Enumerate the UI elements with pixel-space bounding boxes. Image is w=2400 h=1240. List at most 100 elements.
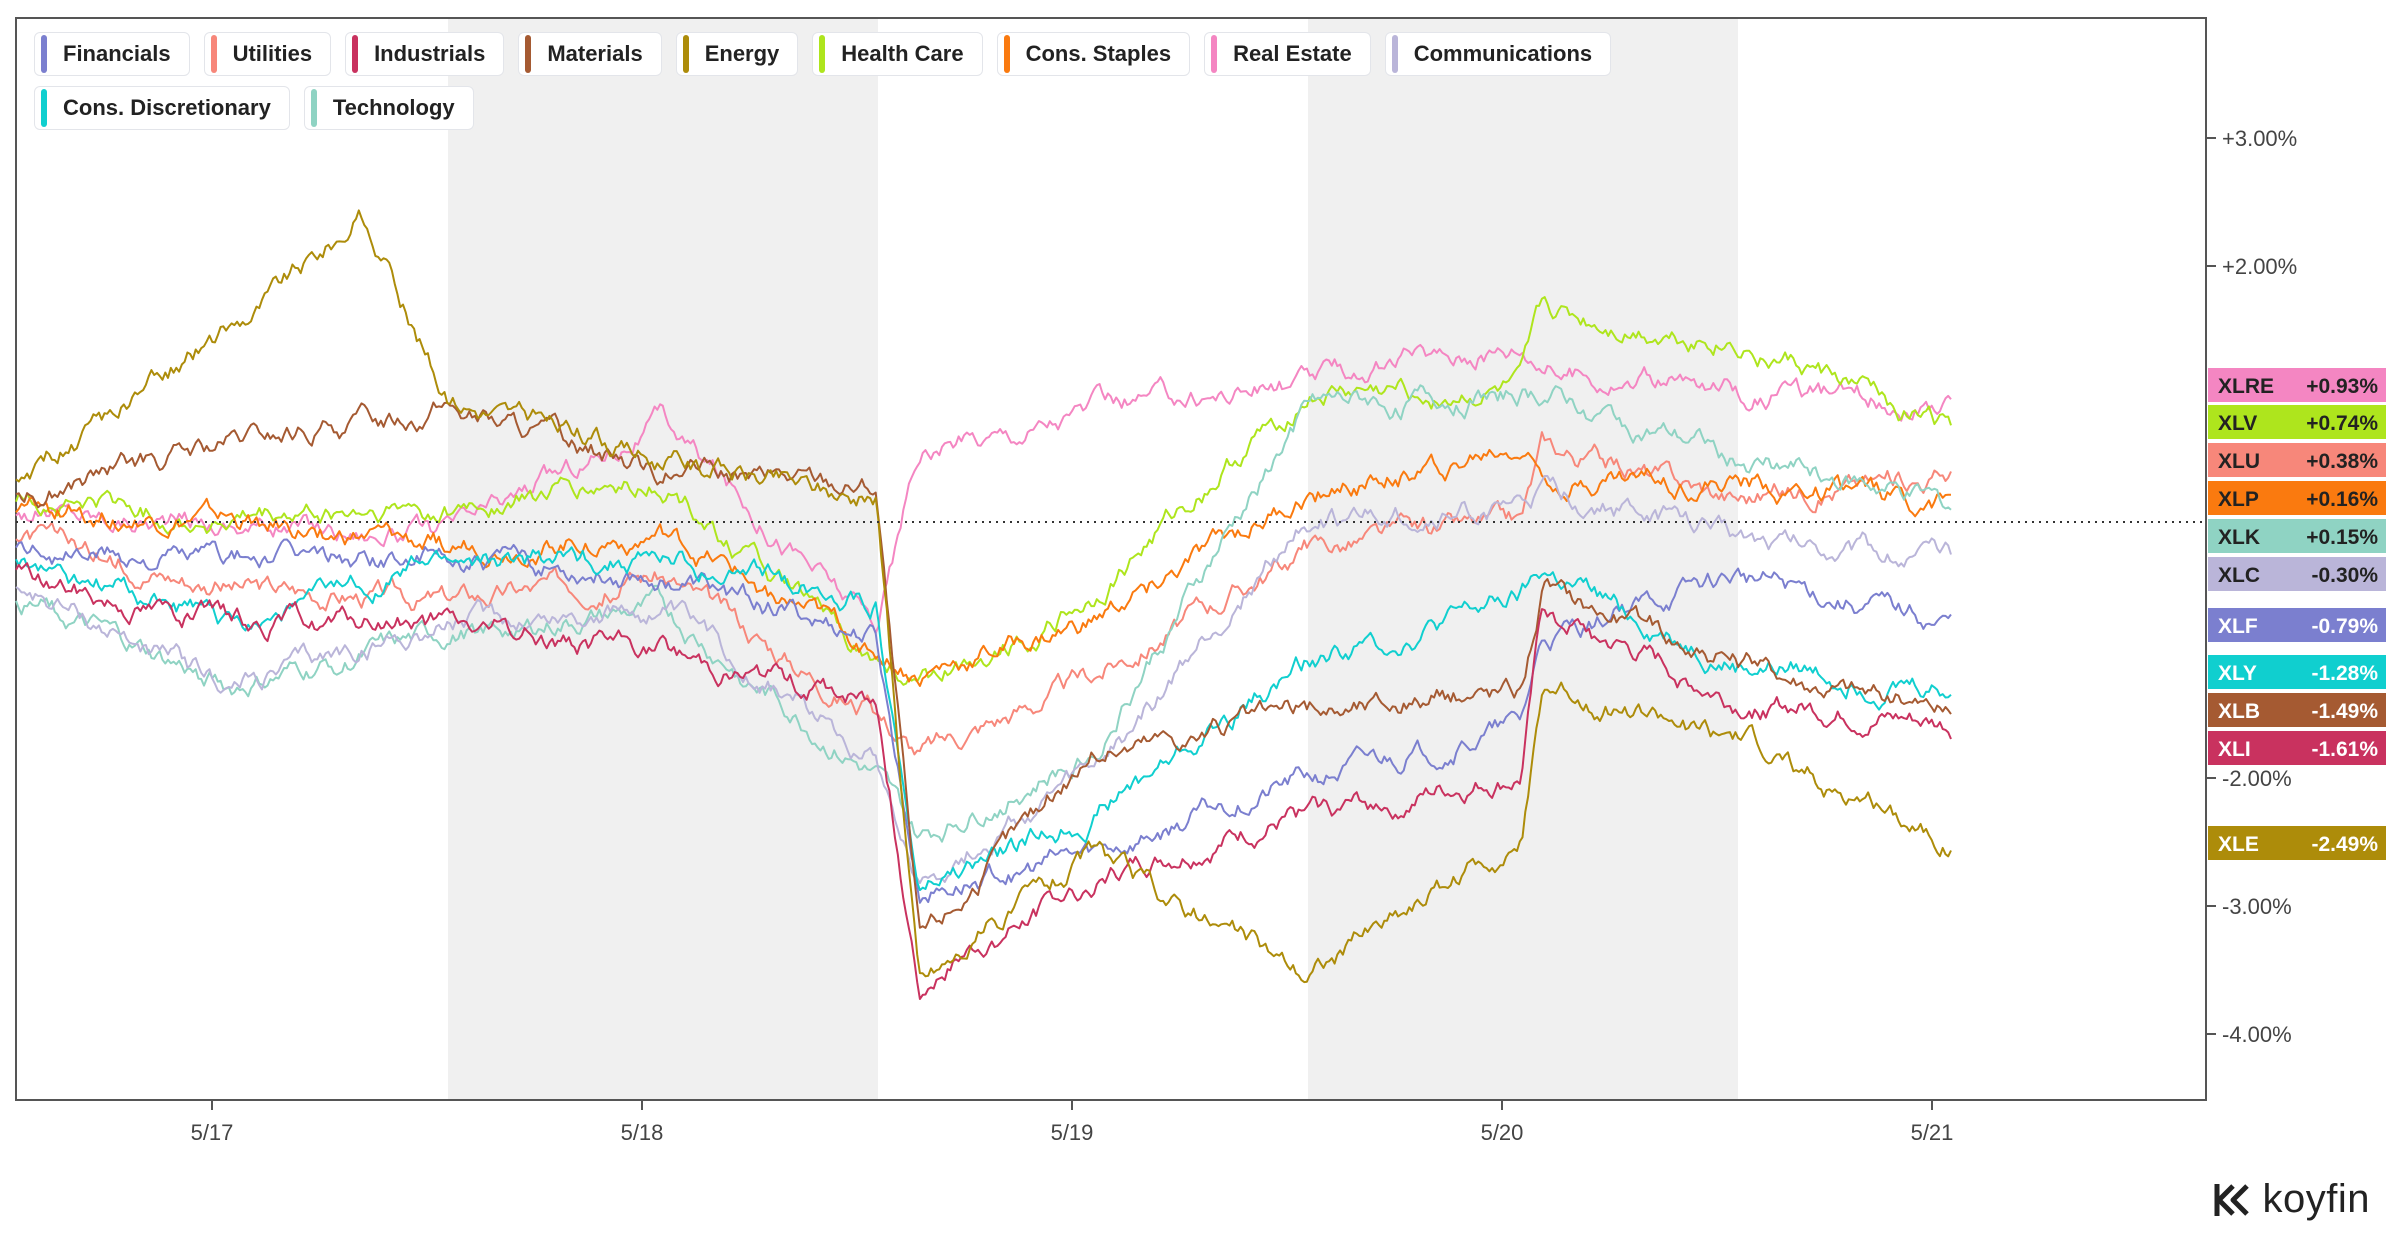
tag-ticker: XLF [2218, 615, 2258, 638]
legend-label: Cons. Discretionary [63, 95, 271, 120]
legend-swatch [525, 35, 532, 73]
legend-swatch [1391, 35, 1398, 73]
legend-swatch [210, 35, 217, 73]
legend-item-cons-staples[interactable]: Cons. Staples [996, 32, 1191, 76]
series-line-xle [15, 209, 1952, 984]
legend-swatch [352, 35, 359, 73]
tag-bg [2208, 655, 2386, 689]
last-value-tag-xlre: XLRE +0.93% [2208, 368, 2386, 402]
legend-swatch [1211, 35, 1218, 73]
last-value-tag-xlb: XLB -1.49% [2208, 693, 2386, 727]
last-value-tag-xlu: XLU +0.38% [2208, 443, 2386, 477]
y-tick-label: +3.00% [2222, 126, 2297, 151]
legend-label: Materials [547, 41, 643, 66]
koyfin-logo: koyfin [2211, 1177, 2371, 1222]
x-tick-label: 5/18 [621, 1120, 664, 1145]
series-line-xlv [15, 296, 1952, 686]
legend-item-health-care[interactable]: Health Care [812, 32, 983, 76]
last-value-tag-xli: XLI -1.61% [2208, 731, 2386, 765]
brand-name: koyfin [2262, 1177, 2370, 1221]
tag-ticker: XLRE [2218, 375, 2274, 398]
legend-label: Technology [332, 95, 455, 120]
legend-item-materials[interactable]: Materials [518, 32, 662, 76]
tag-value: +0.16% [2306, 488, 2378, 511]
series-line-xlre [15, 343, 1952, 634]
legend-item-utilities[interactable]: Utilities [203, 32, 332, 76]
tag-value: -2.49% [2311, 833, 2378, 856]
tag-ticker: XLB [2218, 700, 2260, 723]
legend-item-industrials[interactable]: Industrials [345, 32, 505, 76]
series-line-xlu [15, 431, 1952, 756]
legend-item-cons-discretionary[interactable]: Cons. Discretionary [34, 86, 290, 130]
tag-ticker: XLK [2218, 526, 2260, 549]
tag-bg [2208, 731, 2386, 765]
y-tick-label: -3.00% [2222, 894, 2292, 919]
legend-label: Energy [704, 41, 780, 66]
tag-bg [2208, 481, 2386, 515]
legend-label: Health Care [841, 41, 964, 66]
shaded-band-5-20 [1308, 18, 1738, 1100]
x-tick-label: 5/19 [1051, 1120, 1094, 1145]
legend-item-financials[interactable]: Financials [34, 32, 190, 76]
tag-bg [2208, 608, 2386, 642]
tag-bg [2208, 443, 2386, 477]
tag-ticker: XLY [2218, 662, 2257, 685]
series-line-xlk [15, 384, 1952, 843]
tag-value: +0.93% [2306, 375, 2378, 398]
tag-value: -1.61% [2311, 738, 2378, 761]
tag-ticker: XLV [2218, 412, 2257, 435]
x-tick-label: 5/17 [191, 1120, 234, 1145]
tag-value: +0.74% [2306, 412, 2378, 435]
last-value-tag-xlk: XLK +0.15% [2208, 519, 2386, 553]
legend-item-energy[interactable]: Energy [675, 32, 799, 76]
y-tick-label: +2.00% [2222, 254, 2297, 279]
last-value-tag-xlf: XLF -0.79% [2208, 608, 2386, 642]
tag-bg [2208, 368, 2386, 402]
tag-bg [2208, 519, 2386, 553]
tag-ticker: XLE [2218, 833, 2259, 856]
legend-item-technology[interactable]: Technology [303, 86, 474, 130]
legend-label: Industrials [374, 41, 486, 66]
tag-value: +0.15% [2306, 526, 2378, 549]
series-line-xli [15, 562, 1952, 1000]
series-line-xly [15, 546, 1952, 892]
tag-bg [2208, 826, 2386, 860]
y-tick-label: -2.00% [2222, 766, 2292, 791]
tag-ticker: XLC [2218, 564, 2260, 587]
legend-label: Communications [1413, 41, 1593, 66]
legend-label: Utilities [232, 41, 313, 66]
last-value-tag-xle: XLE -2.49% [2208, 826, 2386, 860]
koyfin-logo-icon [2214, 1183, 2249, 1216]
legend-swatch [1003, 35, 1010, 73]
legend-swatch [310, 89, 317, 127]
last-value-tags: XLRE +0.93% XLV +0.74% XLU +0.38% XLP +0.16% XLK… [2208, 368, 2386, 860]
last-value-tag-xlv: XLV +0.74% [2208, 405, 2386, 439]
tag-bg [2208, 693, 2386, 727]
series-line-xlb [15, 401, 1952, 929]
series-lines [15, 209, 1952, 1000]
legend-item-communications[interactable]: Communications [1384, 32, 1612, 76]
tag-bg [2208, 557, 2386, 591]
last-value-tag-xlp: XLP +0.16% [2208, 481, 2386, 515]
x-tick-label: 5/20 [1481, 1120, 1524, 1145]
plot-frame [15, 17, 2207, 1101]
tag-ticker: XLP [2218, 488, 2259, 511]
tag-value: -1.28% [2311, 662, 2378, 685]
x-tick-label: 5/21 [1911, 1120, 1954, 1145]
legend-label: Real Estate [1233, 41, 1352, 66]
tag-ticker: XLI [2218, 738, 2251, 761]
legend-label: Cons. Staples [1025, 41, 1172, 66]
tag-value: -1.49% [2311, 700, 2378, 723]
legend-swatch [682, 35, 689, 73]
series-line-xlp [15, 448, 1952, 687]
legend-swatch [41, 35, 47, 73]
x-axis: 5/17 5/18 5/19 5/20 5/21 [191, 1100, 1954, 1145]
legend-swatch [819, 35, 826, 73]
legend: Financials Utilities Industrials Materials E… [34, 32, 1844, 130]
tag-ticker: XLU [2218, 450, 2260, 473]
tag-bg [2208, 405, 2386, 439]
tag-value: -0.30% [2311, 564, 2378, 587]
legend-item-real-estate[interactable]: Real Estate [1204, 32, 1371, 76]
y-axis: +3.00% +2.00% -2.00% -3.00% -4.00% [2206, 126, 2297, 1047]
